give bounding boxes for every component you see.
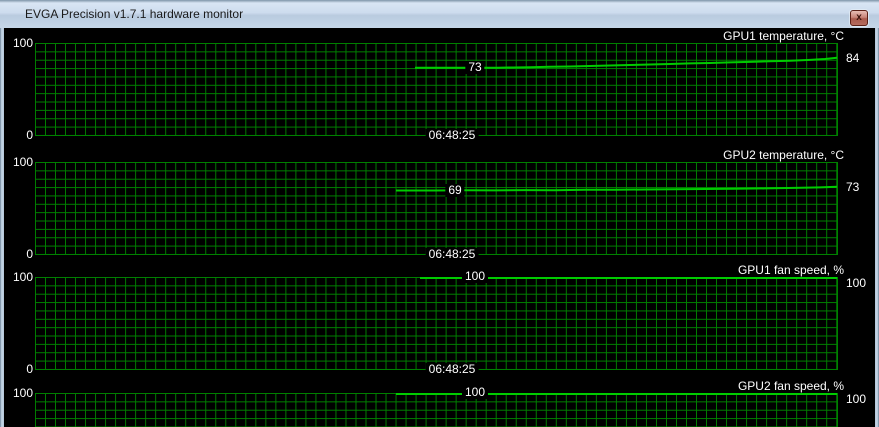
close-icon: x — [856, 12, 862, 23]
series-value-label: 69 — [445, 183, 465, 197]
y-axis-max-label: 100 — [12, 155, 33, 169]
current-value-label: 73 — [846, 179, 860, 194]
series-value-label: 73 — [465, 60, 485, 74]
plot-grid: 100 06:48:25 — [35, 270, 838, 376]
chart-gpu2-fan-speed: GPU2 fan speed, % 100 100 100 — [4, 380, 875, 427]
title-bar[interactable]: EVGA Precision v1.7.1 hardware monitor x — [0, 0, 879, 28]
plot-grid: 69 06:48:25 — [35, 162, 838, 261]
current-value-label: 100 — [846, 392, 867, 406]
series-value-label: 100 — [461, 270, 489, 283]
window-border-right — [875, 28, 879, 427]
time-axis-label: 06:48:25 — [425, 248, 479, 261]
close-button[interactable]: x — [850, 10, 868, 26]
y-axis-min-label: 0 — [26, 247, 33, 261]
fan-speed-line-chart — [396, 393, 837, 395]
time-axis-label: 06:48:25 — [425, 129, 479, 142]
temperature-line-chart — [396, 185, 838, 192]
y-axis-max-label: 100 — [12, 270, 33, 284]
plot-grid: 73 06:48:25 — [35, 43, 838, 142]
fan-speed-line-chart — [420, 277, 837, 279]
window-border-left — [0, 28, 4, 427]
series-line — [396, 185, 838, 192]
y-axis-max-label: 100 — [12, 36, 33, 50]
plot-grid: 100 — [35, 386, 838, 427]
temperature-line-chart — [415, 56, 838, 69]
window-title: EVGA Precision v1.7.1 hardware monitor — [25, 7, 244, 21]
chart-gpu1-fan-speed: GPU1 fan speed, % 100 0 100 06:48:25 100 — [4, 263, 875, 376]
series-line — [415, 56, 838, 69]
chart-title: GPU2 temperature, °C — [723, 148, 844, 162]
y-axis-max-label: 100 — [12, 386, 33, 400]
time-axis-label: 06:48:25 — [425, 363, 479, 376]
y-axis-min-label: 0 — [26, 128, 33, 142]
chart-gpu1-temperature: GPU1 temperature, °C 100 0 73 06:48:25 8… — [4, 29, 875, 142]
series-value-label: 100 — [461, 386, 489, 399]
chart-title: GPU2 fan speed, % — [737, 379, 844, 393]
y-axis-min-label: 0 — [26, 362, 33, 376]
chart-title: GPU1 temperature, °C — [723, 29, 844, 43]
monitor-plots-area: GPU1 temperature, °C 100 0 73 06:48:25 8… — [4, 28, 875, 427]
chart-gpu2-temperature: GPU2 temperature, °C 100 0 69 06:48:25 7… — [4, 148, 875, 261]
chart-title: GPU1 fan speed, % — [737, 263, 844, 277]
current-value-label: 84 — [846, 50, 860, 65]
current-value-label: 100 — [846, 276, 867, 290]
